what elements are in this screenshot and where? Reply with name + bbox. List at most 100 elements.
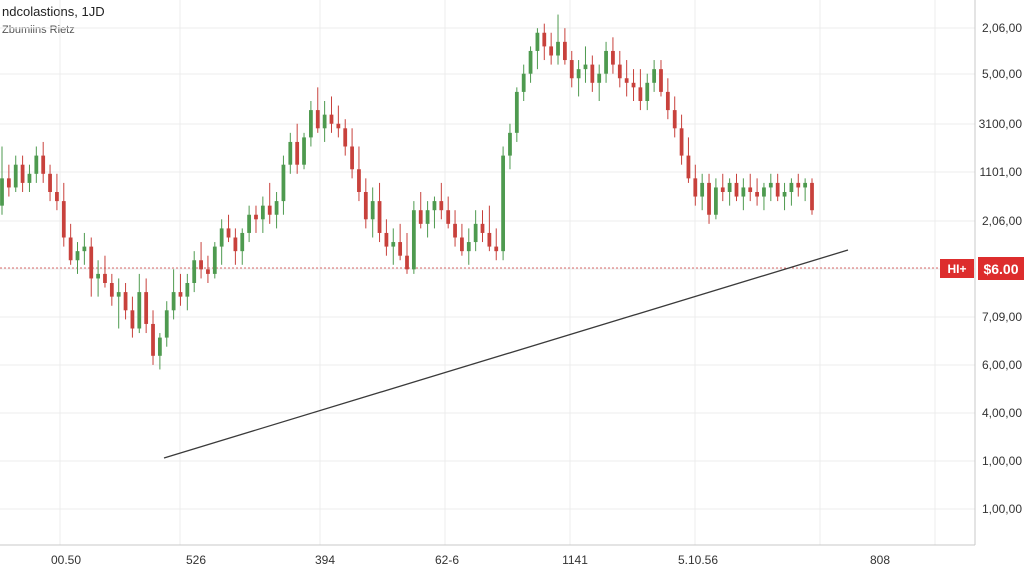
- y-tick-label: 6,00,00: [982, 358, 1022, 372]
- candle-body: [199, 260, 203, 270]
- candle-body: [425, 210, 430, 224]
- candle-body: [569, 60, 574, 79]
- y-tick-label: 1,00,00: [982, 502, 1022, 516]
- candle-body: [549, 46, 554, 56]
- candle-body: [315, 110, 320, 129]
- x-tick-label: 62-6: [435, 553, 459, 567]
- candle-body: [144, 292, 149, 324]
- candle-body: [762, 187, 766, 197]
- candle-body: [638, 87, 643, 101]
- candle-body: [267, 205, 272, 215]
- candle-body: [631, 82, 636, 88]
- candle-body: [219, 228, 224, 247]
- candle-body: [693, 178, 698, 197]
- candle-body: [357, 169, 361, 192]
- candle-body: [700, 182, 705, 197]
- trend-line: [163, 249, 849, 459]
- candle-body: [103, 273, 107, 283]
- candle-body: [240, 232, 245, 252]
- y-tick-label: 2,06,00: [982, 214, 1022, 228]
- candle-body: [309, 110, 313, 138]
- candle-body: [535, 32, 540, 51]
- price-tag-value: $6.00: [983, 261, 1018, 277]
- candle-body: [116, 292, 121, 297]
- price-tag-label-bg: [940, 259, 974, 278]
- candle-body: [288, 141, 293, 165]
- x-tick-label: 1141: [562, 553, 588, 567]
- candle-body: [665, 91, 670, 111]
- candle-body: [741, 187, 746, 197]
- candle-body: [679, 128, 684, 156]
- x-tick-label: 394: [315, 553, 335, 567]
- candle-body: [686, 155, 691, 179]
- candle-body: [226, 228, 231, 238]
- candle-body: [61, 201, 66, 238]
- candle-body: [439, 201, 444, 211]
- candle-body: [247, 214, 252, 233]
- candle-body: [652, 69, 657, 83]
- candle-body: [350, 146, 354, 170]
- candle-body: [89, 246, 94, 279]
- candle-body: [734, 182, 739, 197]
- y-tick-label: 1101,00: [980, 165, 1023, 179]
- candle-body: [782, 192, 787, 197]
- candle-body: [556, 41, 560, 56]
- y-tick-label: 4,00,00: [982, 406, 1022, 420]
- candle-body: [336, 123, 341, 129]
- candle-body: [460, 237, 464, 252]
- candle-body: [405, 255, 409, 270]
- candle-body: [329, 114, 334, 124]
- x-tick-label: 808: [870, 553, 890, 567]
- candle-body: [260, 205, 265, 220]
- y-tick-label: 5,00,00: [982, 67, 1022, 81]
- candle-body: [768, 182, 773, 188]
- candle-body: [274, 201, 279, 215]
- candle-body: [322, 114, 327, 129]
- candle-body: [41, 155, 46, 174]
- candle-body: [302, 137, 306, 165]
- candle-body: [755, 192, 759, 197]
- price-tag-label: HI+: [947, 262, 966, 276]
- candle-body: [0, 178, 4, 206]
- candle-body: [281, 164, 286, 202]
- x-tick-label: 526: [186, 553, 206, 567]
- candle-body: [789, 182, 794, 192]
- x-tick-label: 00.50: [51, 553, 81, 567]
- candle-body: [384, 232, 389, 247]
- chart-subtitle: Zbumiins Rietz: [2, 24, 75, 36]
- candle-body: [645, 82, 650, 101]
- candle-body: [803, 182, 808, 188]
- candle-body: [796, 182, 801, 188]
- candle-body: [590, 64, 595, 83]
- candle-body: [521, 73, 526, 92]
- y-tick-label: 2,06,00: [982, 21, 1022, 35]
- candle-body: [611, 50, 615, 65]
- candle-body: [707, 182, 711, 215]
- candle-body: [542, 32, 547, 47]
- candle-body: [27, 173, 32, 183]
- candle-body: [137, 292, 142, 329]
- candle-body: [659, 69, 663, 92]
- candle-body: [501, 155, 505, 252]
- candle-body: [775, 182, 780, 197]
- candle-body: [604, 50, 608, 74]
- candle-body: [617, 64, 622, 79]
- candle-body: [157, 337, 162, 356]
- candle-body: [55, 192, 59, 202]
- candle-body: [446, 210, 451, 224]
- candle-body: [295, 141, 300, 165]
- candle-body: [714, 187, 718, 215]
- candle-body: [13, 164, 18, 188]
- candle-body: [473, 223, 478, 243]
- y-tick-label: 7,09,00: [982, 310, 1022, 324]
- candle-body: [171, 292, 176, 311]
- candle-body: [624, 78, 629, 83]
- candle-body: [109, 283, 114, 297]
- candle-body: [343, 128, 348, 147]
- y-tick-label: 1,00,00: [982, 454, 1022, 468]
- candle-body: [748, 187, 753, 192]
- candle-body: [528, 50, 533, 74]
- candle-body: [391, 242, 396, 247]
- candle-body: [432, 201, 437, 211]
